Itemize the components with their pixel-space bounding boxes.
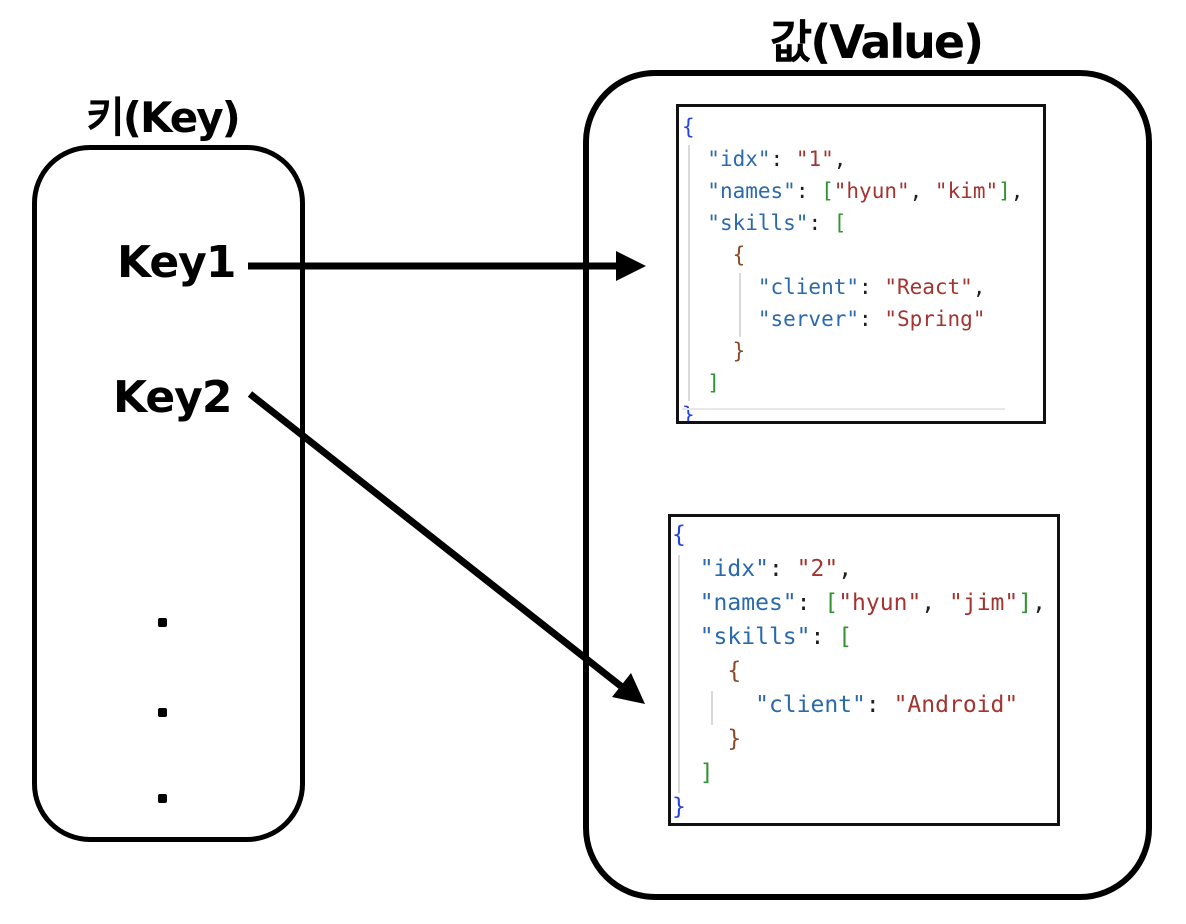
- code-line: {: [682, 115, 695, 139]
- code-line: {: [727, 658, 742, 684]
- value-panel-title: 값(Value): [769, 15, 984, 69]
- code-line: }: [732, 339, 746, 363]
- indent-guide: [678, 555, 680, 793]
- ellipsis-dot: .: [158, 794, 167, 803]
- json-snippet-value1: { "idx": "1", "names": ["hyun", "kim"], …: [676, 104, 1046, 424]
- code-line: "idx": "1",: [707, 147, 847, 171]
- code-line: {: [732, 243, 746, 267]
- arrow-key2-line: [247, 391, 625, 690]
- code-line: "server": "Spring": [757, 307, 986, 331]
- json-snippet-value2: { "idx": "2", "names": ["hyun", "jim"], …: [668, 514, 1060, 826]
- code-line: "client": "Android": [755, 692, 1019, 718]
- indent-guide: [688, 145, 690, 401]
- key2-label: Key2: [113, 372, 232, 423]
- code-line: }: [672, 794, 686, 820]
- indent-guide: [739, 273, 741, 337]
- code-line: {: [672, 522, 686, 548]
- code-line: "names": ["hyun", "jim"],: [699, 590, 1046, 616]
- code-line: "skills": [: [707, 211, 847, 235]
- code-line: }: [682, 403, 695, 424]
- code-line: "skills": [: [699, 624, 853, 650]
- editor-faint-line: [682, 408, 1005, 410]
- ellipsis-dot: .: [158, 708, 167, 717]
- code-line: "client": "React",: [757, 275, 986, 299]
- key1-label: Key1: [117, 237, 236, 288]
- code-line: }: [727, 726, 742, 752]
- code-line: "idx": "2",: [699, 556, 853, 582]
- indent-guide: [711, 691, 713, 725]
- key-panel-title: 키(Key): [86, 93, 241, 142]
- ellipsis-dot: .: [158, 618, 167, 627]
- code-line: ]: [699, 760, 714, 786]
- code-line: "names": ["hyun", "kim"],: [707, 179, 1024, 203]
- code-line: ]: [707, 371, 720, 395]
